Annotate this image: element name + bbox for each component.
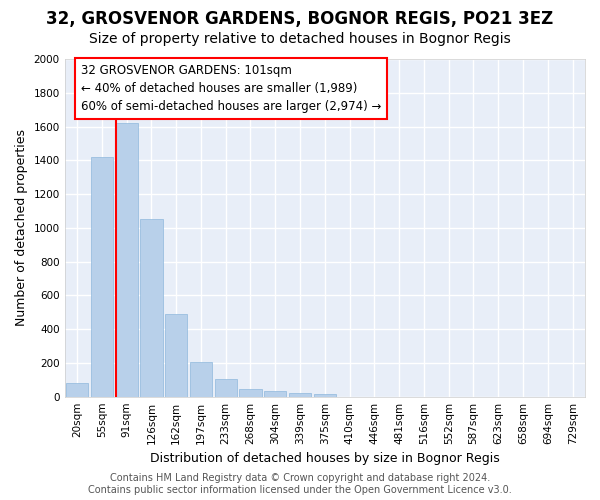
Bar xyxy=(239,389,262,396)
Text: Contains HM Land Registry data © Crown copyright and database right 2024.
Contai: Contains HM Land Registry data © Crown c… xyxy=(88,474,512,495)
Bar xyxy=(91,157,113,396)
Text: Size of property relative to detached houses in Bognor Regis: Size of property relative to detached ho… xyxy=(89,32,511,46)
Bar xyxy=(215,379,237,396)
Bar xyxy=(264,391,286,396)
Text: 32, GROSVENOR GARDENS, BOGNOR REGIS, PO21 3EZ: 32, GROSVENOR GARDENS, BOGNOR REGIS, PO2… xyxy=(46,10,554,28)
Bar xyxy=(314,394,336,396)
Bar xyxy=(165,314,187,396)
Bar xyxy=(190,362,212,396)
Bar xyxy=(140,220,163,396)
Bar xyxy=(115,123,138,396)
Bar xyxy=(66,383,88,396)
X-axis label: Distribution of detached houses by size in Bognor Regis: Distribution of detached houses by size … xyxy=(150,452,500,465)
Bar xyxy=(289,394,311,396)
Y-axis label: Number of detached properties: Number of detached properties xyxy=(15,130,28,326)
Text: 32 GROSVENOR GARDENS: 101sqm
← 40% of detached houses are smaller (1,989)
60% of: 32 GROSVENOR GARDENS: 101sqm ← 40% of de… xyxy=(81,64,381,113)
